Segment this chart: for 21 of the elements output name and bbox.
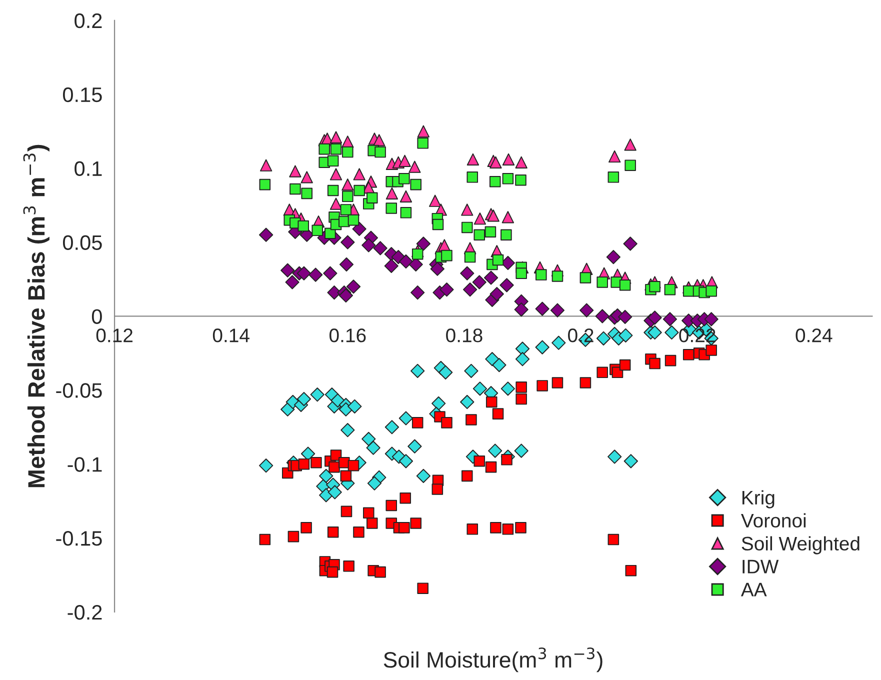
legend-label: AA [740,582,767,596]
y-tick-label: 0.2 [74,13,102,28]
x-tick-label: 0.14 [212,328,250,342]
y-axis-title: Method Relative Bias (m$^{3}$ m$^{−3}$) [23,144,50,488]
x-tick-label: 0.12 [96,328,132,342]
y-tick-label: 0.05 [62,235,102,250]
legend-label: Voronoi [740,513,806,528]
x-tick-label: 0.18 [446,328,482,342]
x-tick-label: 0.24 [796,328,832,342]
y-tick-label: 0.15 [62,87,102,102]
y-tick-label: -0.1 [68,457,102,472]
legend-label: IDW [742,560,779,574]
y-tick-label: -0.05 [56,383,102,398]
y-tick-label: -0.15 [56,531,102,546]
y-tick-label: 0 [92,309,102,324]
x-axis-title: Soil Moisture(m$^{3}$ m$^{−3}$) [384,647,602,672]
y-tick-label: -0.2 [68,605,102,620]
legend-label: Krig [742,490,774,508]
legend-label: Soil Weighted [742,536,860,554]
y-tick-label: 0.1 [74,161,102,176]
x-tick-label: 0.16 [329,328,366,342]
